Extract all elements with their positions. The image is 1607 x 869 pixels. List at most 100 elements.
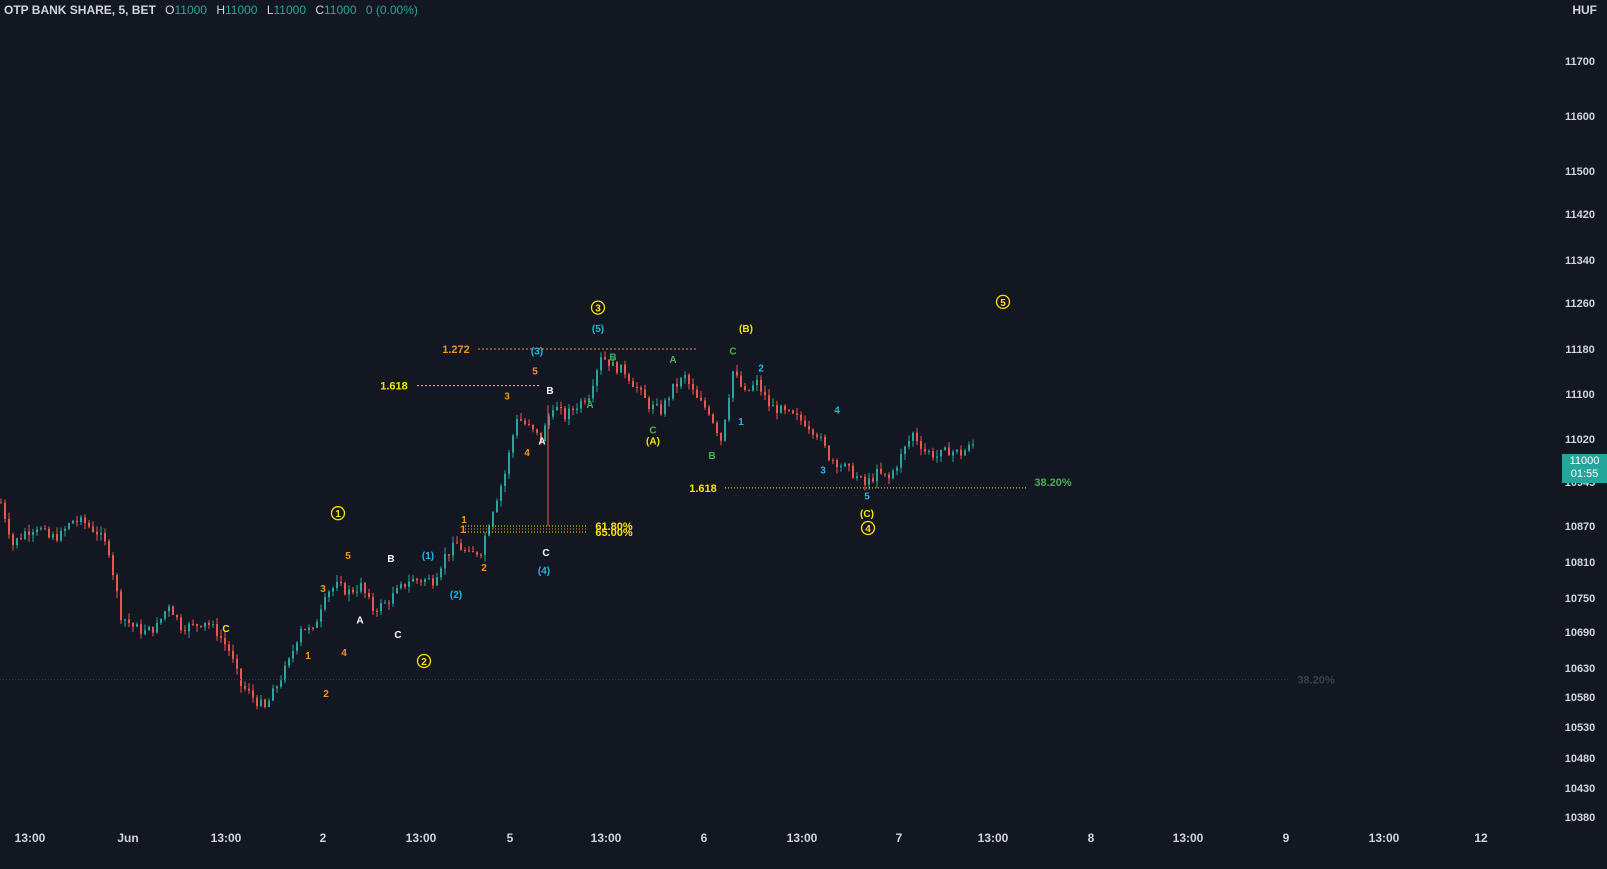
y-tick-label: 10580 [1565, 692, 1596, 704]
candle-body [484, 535, 486, 555]
candle-body [440, 568, 442, 578]
candle-body [224, 638, 226, 645]
candle-body [168, 606, 170, 612]
candle-body [88, 523, 90, 527]
candle-body [420, 580, 422, 583]
x-tick-label: 8 [1088, 831, 1095, 845]
fib-label: 65.00% [595, 527, 633, 539]
candle-body [640, 387, 642, 390]
x-tick-label: 9 [1283, 831, 1290, 845]
candle-body [140, 624, 142, 634]
y-tick-label: 11500 [1565, 166, 1595, 178]
wave-label: B [546, 386, 553, 397]
candle-body [384, 602, 386, 604]
candle-body [100, 532, 102, 535]
x-tick-label: 13:00 [591, 831, 622, 845]
candle-body [340, 581, 342, 584]
candle-body [488, 526, 490, 536]
candle-body [928, 451, 930, 453]
candle-body [472, 551, 474, 553]
candle-body [788, 409, 790, 411]
candle-body [720, 432, 722, 441]
y-tick-label: 10870 [1565, 521, 1596, 533]
wave-circle [416, 653, 432, 669]
open-value: 11000 [174, 3, 207, 17]
wave-label: 1 [738, 417, 744, 428]
candle-body [68, 523, 70, 529]
candle-body [872, 478, 874, 482]
wave-circle [995, 294, 1011, 310]
y-tick-label: 11020 [1565, 434, 1595, 446]
fib-label: 1.618 [689, 483, 717, 495]
wave-circle [590, 300, 606, 315]
candle-body [624, 364, 626, 375]
candle-body [352, 589, 354, 593]
high-key: H [216, 3, 225, 17]
candle-body [132, 623, 134, 627]
candle-body [172, 606, 174, 615]
candle-body [432, 578, 434, 586]
candle-body [660, 404, 662, 415]
candle-body [288, 658, 290, 666]
wave-label: A [538, 437, 545, 448]
candle-body [924, 448, 926, 452]
candle-body [904, 446, 906, 455]
wave-label: 4 [834, 406, 840, 417]
currency-label[interactable]: HUF [1572, 3, 1597, 17]
candle-body [192, 623, 194, 625]
wave-label: 5 [864, 492, 870, 503]
candle-body [296, 642, 298, 651]
candle-body [732, 371, 734, 399]
candle-body [668, 398, 670, 401]
x-tick-label: 13:00 [406, 831, 437, 845]
candle-body [676, 383, 678, 387]
wave-label: C [649, 425, 656, 436]
wave-label-circled: 4 [865, 524, 871, 535]
candle-body [944, 447, 946, 450]
candle-body [24, 531, 26, 539]
y-tick-label: 11700 [1565, 56, 1595, 68]
candle-body [40, 528, 42, 530]
candle-body [284, 665, 286, 681]
candle-body [892, 470, 894, 479]
candle-body [792, 410, 794, 414]
candle-body [692, 384, 694, 390]
candle-body [176, 614, 178, 618]
candle-body [364, 582, 366, 594]
candle-body [464, 550, 466, 552]
candle-body [388, 602, 390, 604]
candle-body [348, 589, 350, 595]
y-tick-label: 10530 [1565, 722, 1596, 734]
candle-body [328, 591, 330, 598]
candle-body [836, 460, 838, 468]
candle-body [448, 554, 450, 556]
fib-label: 1.272 [442, 344, 470, 356]
candle-body [708, 407, 710, 415]
candle-body [480, 554, 482, 556]
candle-body [916, 432, 918, 442]
candle-body [584, 400, 586, 402]
candle-body [408, 581, 410, 587]
candle-body [908, 440, 910, 447]
candle-body [344, 583, 346, 595]
wave-label: 3 [504, 392, 510, 403]
candle-body [800, 414, 802, 421]
candle-body [752, 385, 754, 391]
y-tick-label: 10380 [1565, 812, 1596, 824]
fib-label: 1.618 [380, 381, 408, 393]
candle-body [44, 528, 46, 530]
candle-body [200, 625, 202, 627]
candle-body [960, 449, 962, 456]
bar-countdown: 01:55 [1570, 468, 1599, 480]
candle-body [232, 650, 234, 659]
wave-label: 5 [345, 551, 351, 562]
candle-body [844, 463, 846, 467]
candle-body [4, 502, 6, 519]
candle-body [852, 465, 854, 478]
candle-body [864, 476, 866, 485]
candle-body [724, 419, 726, 441]
open-key: O [165, 3, 175, 17]
candle-body [684, 375, 686, 379]
candle-body [888, 474, 890, 479]
